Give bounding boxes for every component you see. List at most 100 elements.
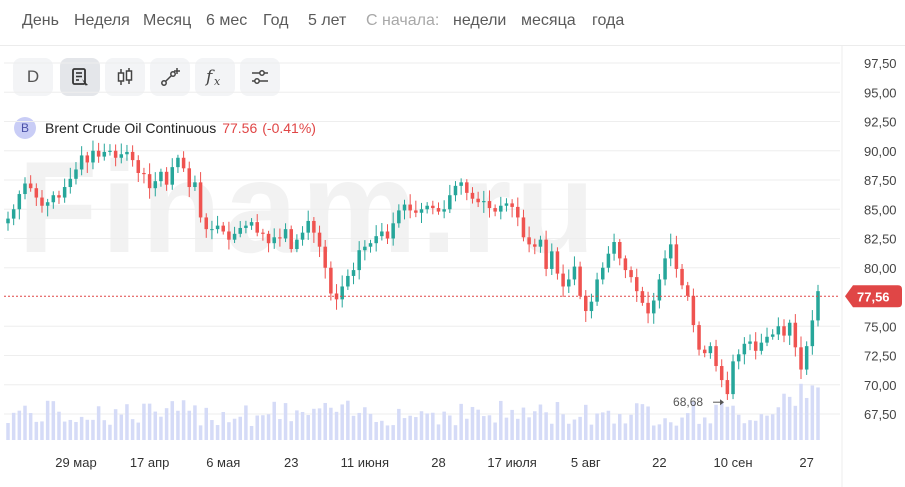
- volume-bar: [210, 420, 214, 440]
- volume-bar: [11, 412, 16, 440]
- candle-body: [612, 242, 616, 254]
- candle-body: [96, 150, 101, 157]
- series-legend[interactable]: B Brent Crude Oil Continuous 77.56 (-0.4…: [14, 117, 316, 139]
- tab-6-months[interactable]: 6 мес: [206, 12, 248, 29]
- series-name: Brent Crude Oil Continuous: [45, 120, 217, 136]
- candle-body: [210, 229, 214, 231]
- volume-bar: [278, 419, 282, 440]
- volume-bar: [810, 385, 815, 440]
- y-axis: 97,50 95,00 92,50 90,00 87,50 85,00 82,50 80,00…: [864, 56, 897, 422]
- candle-body: [363, 246, 367, 251]
- volume-bar: [708, 423, 713, 440]
- volume-bar: [272, 401, 276, 440]
- volume-bar: [351, 415, 356, 440]
- volume-bar: [159, 416, 163, 440]
- volume-bar: [816, 387, 820, 440]
- candle-body: [306, 220, 310, 233]
- y-tick-label: 80,00: [864, 261, 897, 276]
- candle-body: [227, 231, 231, 240]
- tab-week[interactable]: Неделя: [74, 12, 130, 29]
- candle-body: [787, 322, 792, 336]
- volume-bar: [408, 415, 412, 440]
- y-tick-label: 85,00: [864, 202, 897, 217]
- tab-day[interactable]: День: [22, 12, 59, 29]
- candle-body: [600, 267, 605, 280]
- volume-bar: [300, 411, 305, 440]
- candle-body: [697, 325, 701, 350]
- volume-bar: [600, 412, 605, 440]
- candle-body: [193, 182, 197, 188]
- tab-since-year[interactable]: года: [592, 12, 625, 29]
- volume-bar: [357, 412, 361, 440]
- candle-body: [249, 222, 254, 226]
- candle-body: [567, 279, 571, 287]
- candle-body: [40, 197, 44, 206]
- volume-bar: [476, 409, 480, 440]
- volume-bar: [442, 411, 446, 440]
- volume-bar: [459, 403, 463, 440]
- volume-bar: [312, 408, 316, 440]
- candle-body: [550, 251, 554, 269]
- candle-body: [181, 157, 186, 169]
- period-tabs: День Неделя Месяц 6 мес Год 5 лет С нача…: [0, 0, 905, 46]
- candle-body: [589, 301, 594, 312]
- tab-since-week[interactable]: недели: [453, 12, 507, 29]
- x-axis: 29 мар 17 апр 6 мая 23 11 июня 28 17 июля 5 авг…: [55, 455, 814, 470]
- volume-bar: [108, 424, 112, 440]
- candle-body: [680, 268, 684, 286]
- candle-body: [776, 326, 781, 335]
- volume-bar: [374, 421, 378, 440]
- chart-type-button[interactable]: [105, 58, 145, 96]
- candles: [6, 140, 820, 400]
- min-annotation: 68,68: [673, 395, 725, 409]
- tab-5-years[interactable]: 5 лет: [308, 12, 347, 29]
- x-tick-label: 29 мар: [55, 455, 96, 470]
- volume-bar: [793, 405, 798, 440]
- volume-bar: [181, 400, 186, 440]
- candle-body: [119, 154, 124, 158]
- list-edit-button[interactable]: [60, 58, 100, 96]
- candle-body: [470, 192, 475, 199]
- candle-body: [283, 229, 288, 239]
- volume-bar: [147, 403, 152, 440]
- volume-bar: [45, 400, 50, 440]
- interval-button[interactable]: D: [13, 58, 53, 96]
- tab-since-month[interactable]: месяца: [521, 12, 576, 29]
- volume-bar: [657, 424, 662, 440]
- candle-body: [176, 157, 180, 168]
- volume-bar: [266, 414, 271, 440]
- candle-body: [147, 174, 152, 189]
- tab-year[interactable]: Год: [263, 12, 289, 29]
- x-tick-label: 10 сен: [714, 455, 753, 470]
- volume-bar: [748, 420, 752, 440]
- candle-body: [606, 253, 611, 268]
- volume-bar: [119, 414, 124, 440]
- candle-body: [419, 209, 424, 213]
- candle-body: [91, 150, 95, 163]
- candle-body: [748, 341, 752, 344]
- candle-body: [702, 349, 707, 354]
- candle-body: [719, 366, 724, 381]
- draw-tools-button[interactable]: [150, 58, 190, 96]
- candle-body: [708, 346, 713, 354]
- candle-body: [555, 251, 560, 274]
- volume-bar: [414, 417, 418, 440]
- candle-body: [357, 250, 361, 271]
- settings-button[interactable]: [240, 58, 280, 96]
- candle-body: [244, 225, 248, 228]
- volume-bar: [617, 414, 622, 440]
- candle-body: [397, 210, 401, 224]
- candle-body: [142, 172, 146, 175]
- candle-body: [804, 346, 809, 370]
- indicators-button[interactable]: f x: [195, 58, 235, 96]
- tab-month[interactable]: Месяц: [143, 12, 192, 29]
- candle-body: [278, 237, 282, 239]
- volume-bar: [634, 403, 639, 440]
- volume-bar: [74, 422, 78, 440]
- candle-body: [85, 155, 90, 163]
- volume-bar: [697, 423, 701, 440]
- y-tick-label: 82,50: [864, 232, 897, 247]
- candle-body: [493, 208, 497, 212]
- candle-body: [657, 279, 662, 301]
